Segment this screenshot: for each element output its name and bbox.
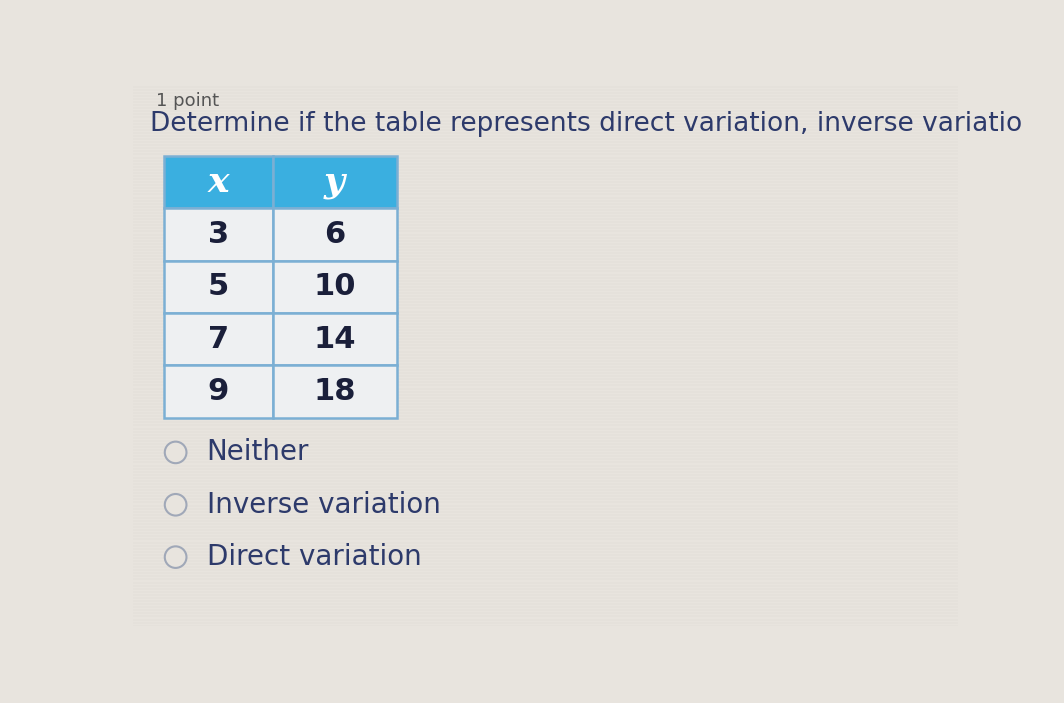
Bar bbox=[272, 156, 397, 208]
Text: Neither: Neither bbox=[206, 439, 310, 466]
Circle shape bbox=[165, 441, 186, 463]
Text: 18: 18 bbox=[313, 377, 355, 406]
Text: y: y bbox=[325, 165, 345, 199]
Bar bbox=[272, 313, 397, 366]
Bar bbox=[164, 156, 272, 208]
Bar bbox=[272, 366, 397, 418]
Text: 14: 14 bbox=[313, 325, 355, 354]
Text: 5: 5 bbox=[207, 272, 229, 302]
Text: Determine if the table represents direct variation, inverse variatio: Determine if the table represents direct… bbox=[150, 111, 1023, 137]
Text: 10: 10 bbox=[313, 272, 355, 302]
Text: x: x bbox=[207, 165, 229, 199]
Bar bbox=[272, 208, 397, 261]
Text: 1 point: 1 point bbox=[156, 92, 219, 110]
Circle shape bbox=[165, 546, 186, 568]
Bar bbox=[164, 208, 272, 261]
Text: Inverse variation: Inverse variation bbox=[206, 491, 440, 519]
Text: 3: 3 bbox=[207, 220, 229, 249]
Text: 6: 6 bbox=[323, 220, 345, 249]
Bar bbox=[164, 261, 272, 313]
Bar bbox=[164, 366, 272, 418]
Text: 9: 9 bbox=[207, 377, 229, 406]
Text: 7: 7 bbox=[207, 325, 229, 354]
Circle shape bbox=[165, 494, 186, 515]
Bar bbox=[272, 261, 397, 313]
Text: Direct variation: Direct variation bbox=[206, 543, 421, 571]
Bar bbox=[164, 313, 272, 366]
